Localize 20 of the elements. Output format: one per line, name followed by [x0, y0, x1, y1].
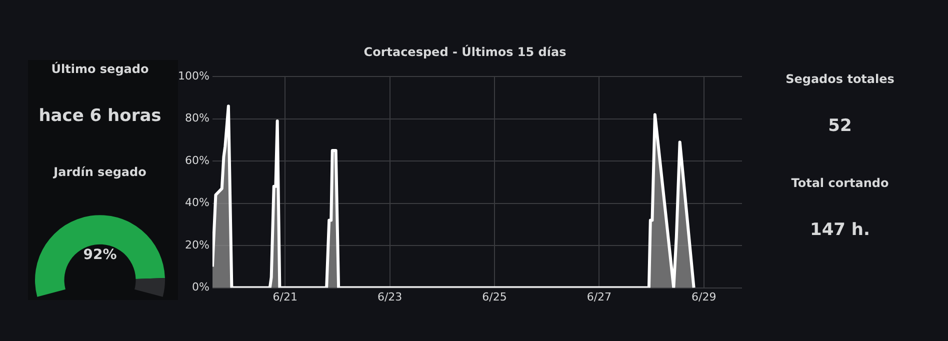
y-tick-label: 40% [184, 196, 210, 210]
x-tick-label: 6/21 [272, 290, 298, 304]
text: hace 6 horas [38, 106, 162, 126]
y-tick-label: 60% [184, 154, 210, 167]
chart-title: Cortacesped - Últimos 15 días [362, 45, 568, 59]
data-label: 92% [82, 247, 118, 263]
text: Total cortando [790, 176, 890, 190]
x-tick-label: 6/27 [586, 290, 612, 304]
x-tick-label: 6/25 [482, 290, 507, 304]
y-tick-label: 80% [184, 112, 210, 125]
chart-title: Jardín segado [52, 165, 148, 179]
y-tick-label: 0% [192, 280, 210, 294]
y-tick-label: 20% [184, 238, 210, 252]
text: Último segado [50, 62, 150, 76]
text: Segados totales [784, 72, 896, 86]
x-tick-label: 6/23 [377, 290, 402, 304]
text: 147 h. [809, 220, 871, 240]
y-tick-label: 100% [178, 69, 210, 82]
x-tick-label: 6/29 [691, 290, 716, 304]
text: 52 [827, 116, 853, 136]
